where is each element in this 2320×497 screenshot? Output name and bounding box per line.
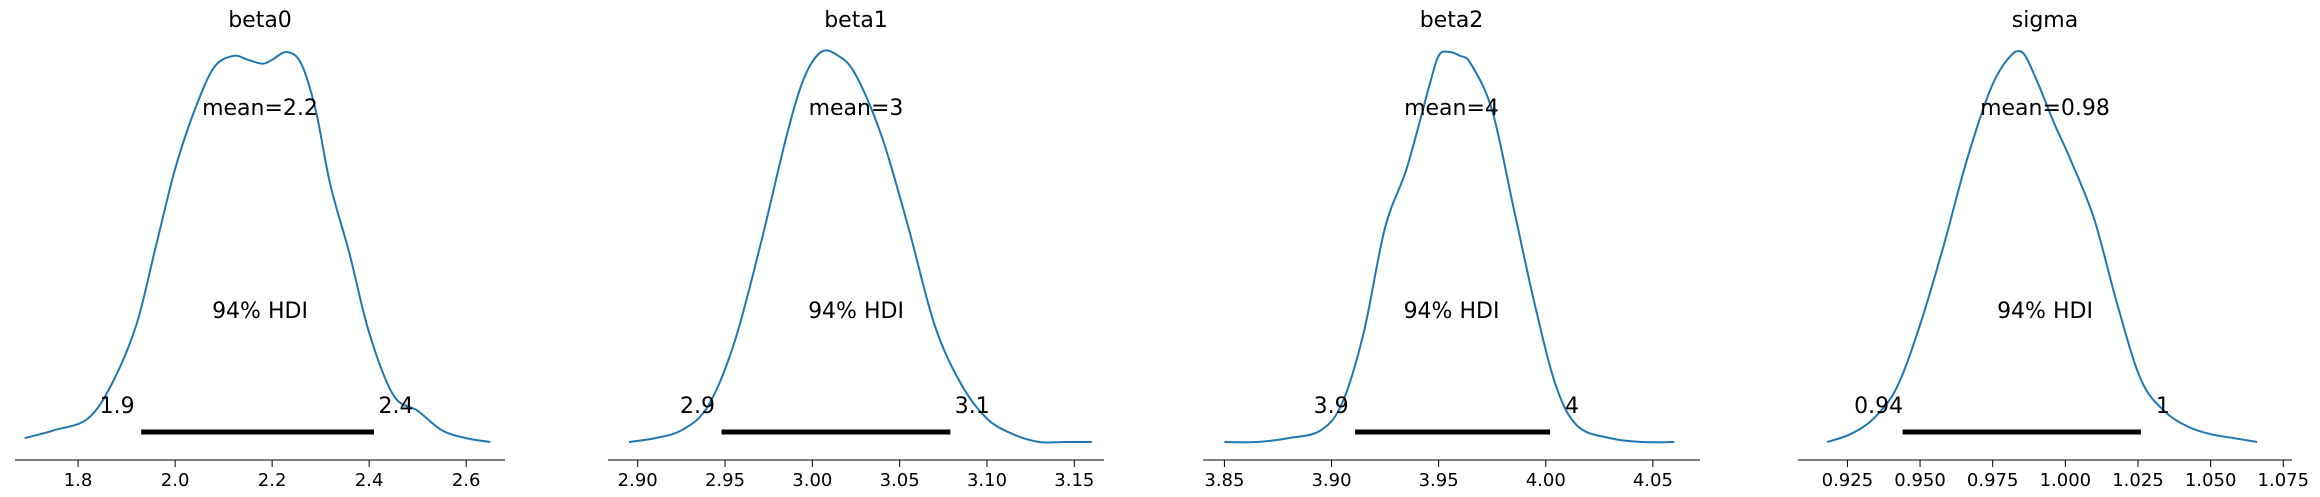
- x-tick-label: 1.050: [2185, 470, 2237, 491]
- hdi-label: 94% HDI: [212, 299, 308, 324]
- x-tick-label: 2.95: [705, 470, 745, 491]
- x-tick-label: 3.85: [1204, 470, 1244, 491]
- panel-beta1: beta1 mean=3 94% HDI 2.9 3.1 2.90 2.95 3.00 3.05…: [608, 8, 1104, 491]
- panel-title: beta2: [1420, 8, 1484, 33]
- x-tick-label: 2.6: [452, 470, 481, 491]
- mean-label: mean=4: [1404, 96, 1499, 121]
- hdi-high-label: 1: [2156, 394, 2170, 419]
- x-tick-label: 2.2: [258, 470, 287, 491]
- x-tick-label: 1.8: [64, 470, 93, 491]
- kde-curve: [1826, 49, 2258, 443]
- x-tick-label: 2.90: [618, 470, 658, 491]
- x-tick-label: 2.0: [161, 470, 190, 491]
- kde-curve: [628, 49, 1092, 444]
- hdi-high-label: 4: [1565, 394, 1579, 419]
- x-tick-label: 3.00: [792, 470, 832, 491]
- mean-label: mean=2.2: [202, 96, 318, 121]
- hdi-label: 94% HDI: [808, 299, 904, 324]
- hdi-low-label: 0.94: [1854, 394, 1903, 419]
- x-tick-label: 3.05: [880, 470, 920, 491]
- kde-curve: [24, 50, 491, 443]
- hdi-high-label: 3.1: [955, 394, 990, 419]
- x-tick-label: 3.95: [1419, 470, 1459, 491]
- x-tick-label: 0.975: [1967, 470, 2019, 491]
- x-tick-label: 1.025: [2112, 470, 2164, 491]
- x-tick-label: 4.00: [1526, 470, 1566, 491]
- panel-sigma: sigma mean=0.98 94% HDI 0.94 1 0.925 0.950 0.97…: [1798, 8, 2309, 491]
- x-tick-label: 2.4: [355, 470, 384, 491]
- x-tick-label: 0.925: [1822, 470, 1874, 491]
- panel-title: beta0: [228, 8, 292, 33]
- x-tick-label: 1.000: [2040, 470, 2092, 491]
- mean-label: mean=0.98: [1980, 96, 2110, 121]
- hdi-low-label: 1.9: [100, 394, 135, 419]
- panel-beta2: beta2 mean=4 94% HDI 3.9 4 3.85 3.90 3.95 4.00 4.…: [1203, 8, 1700, 491]
- hdi-label: 94% HDI: [1997, 299, 2093, 324]
- x-tick-label: 0.950: [1894, 470, 1946, 491]
- x-tick-label: 1.075: [2258, 470, 2310, 491]
- x-tick-label: 3.10: [967, 470, 1007, 491]
- hdi-low-label: 3.9: [1314, 394, 1349, 419]
- hdi-high-label: 2.4: [379, 394, 414, 419]
- hdi-low-label: 2.9: [680, 394, 715, 419]
- x-tick-label: 3.90: [1311, 470, 1351, 491]
- x-tick-label: 3.15: [1054, 470, 1094, 491]
- panel-title: beta1: [824, 8, 888, 33]
- hdi-label: 94% HDI: [1404, 299, 1500, 324]
- kde-curve: [1224, 50, 1675, 444]
- panel-beta0: beta0 mean=2.2 94% HDI 1.9 2.4 1.8 2.0 2.2 2.4 2.…: [15, 8, 505, 491]
- mean-label: mean=3: [809, 96, 904, 121]
- panel-title: sigma: [2012, 8, 2078, 33]
- x-tick-label: 4.05: [1633, 470, 1673, 491]
